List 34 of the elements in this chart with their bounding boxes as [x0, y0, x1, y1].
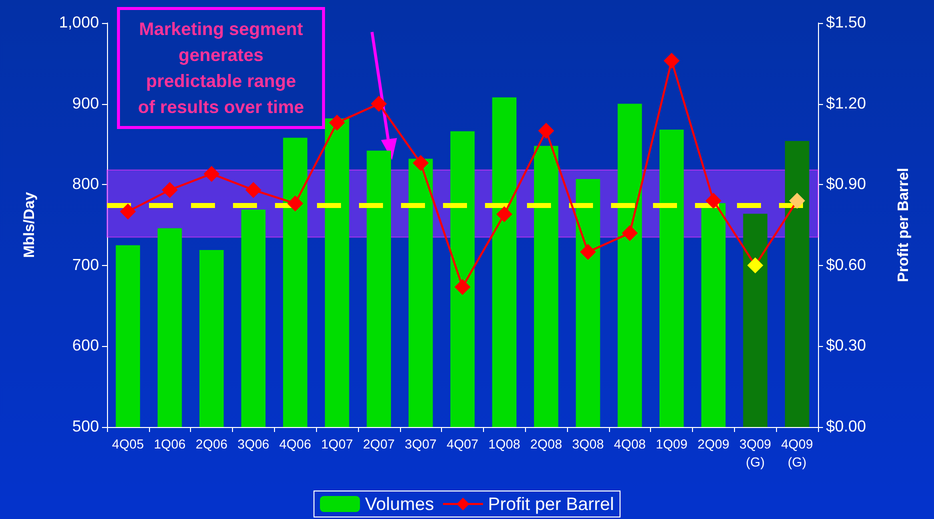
y-axis-title: Mbls/Day [21, 191, 38, 258]
x-tick-label: 4Q07 [446, 436, 478, 452]
y-tick-label: 700 [72, 256, 100, 274]
x-tick-label: 4Q08 [614, 436, 646, 452]
y-tick-label: 600 [72, 338, 100, 355]
x-tick-label: 1Q06 [154, 436, 186, 452]
x-tick-label: 4Q09 (G) [781, 436, 813, 470]
legend-label: Volumes [364, 494, 434, 514]
x-tick-label: 2Q09 [698, 436, 730, 452]
x-tick-label: 1Q07 [321, 436, 353, 452]
y2-tick-label: $0.30 [826, 338, 866, 355]
y2-axis-title: Profit per Barrel [895, 168, 912, 282]
x-tick-label: 1Q09 [656, 436, 688, 452]
y-tick-label: 900 [72, 95, 100, 112]
y-tick-label: 1,000 [58, 14, 100, 32]
x-tick-label: 4Q05 [112, 436, 144, 452]
y-tick-label: 800 [72, 176, 100, 194]
y2-tick-label: $0.00 [826, 418, 866, 436]
y-tick-label: 500 [72, 418, 100, 436]
x-tick-label: 3Q06 [237, 436, 270, 452]
y2-tick-label: $0.90 [826, 176, 866, 194]
y2-tick-label: $1.50 [826, 14, 866, 32]
legend-label: Profit per Barrel [488, 494, 614, 514]
x-tick-label: 2Q08 [530, 436, 562, 452]
x-tick-label: 2Q06 [196, 436, 228, 452]
y2-tick-label: $0.60 [826, 256, 866, 274]
x-tick-label: 3Q09 (G) [739, 436, 772, 470]
x-tick-label: 3Q08 [572, 436, 604, 452]
x-tick-label: 1Q08 [488, 436, 520, 452]
x-tick-label: 2Q07 [362, 436, 395, 452]
x-tick-label: 3Q07 [404, 436, 437, 452]
y2-tick-label: $1.20 [826, 95, 866, 112]
annotation: Marketing segment generates predictable range of results over time [138, 19, 304, 117]
x-tick-label: 4Q06 [279, 436, 312, 452]
